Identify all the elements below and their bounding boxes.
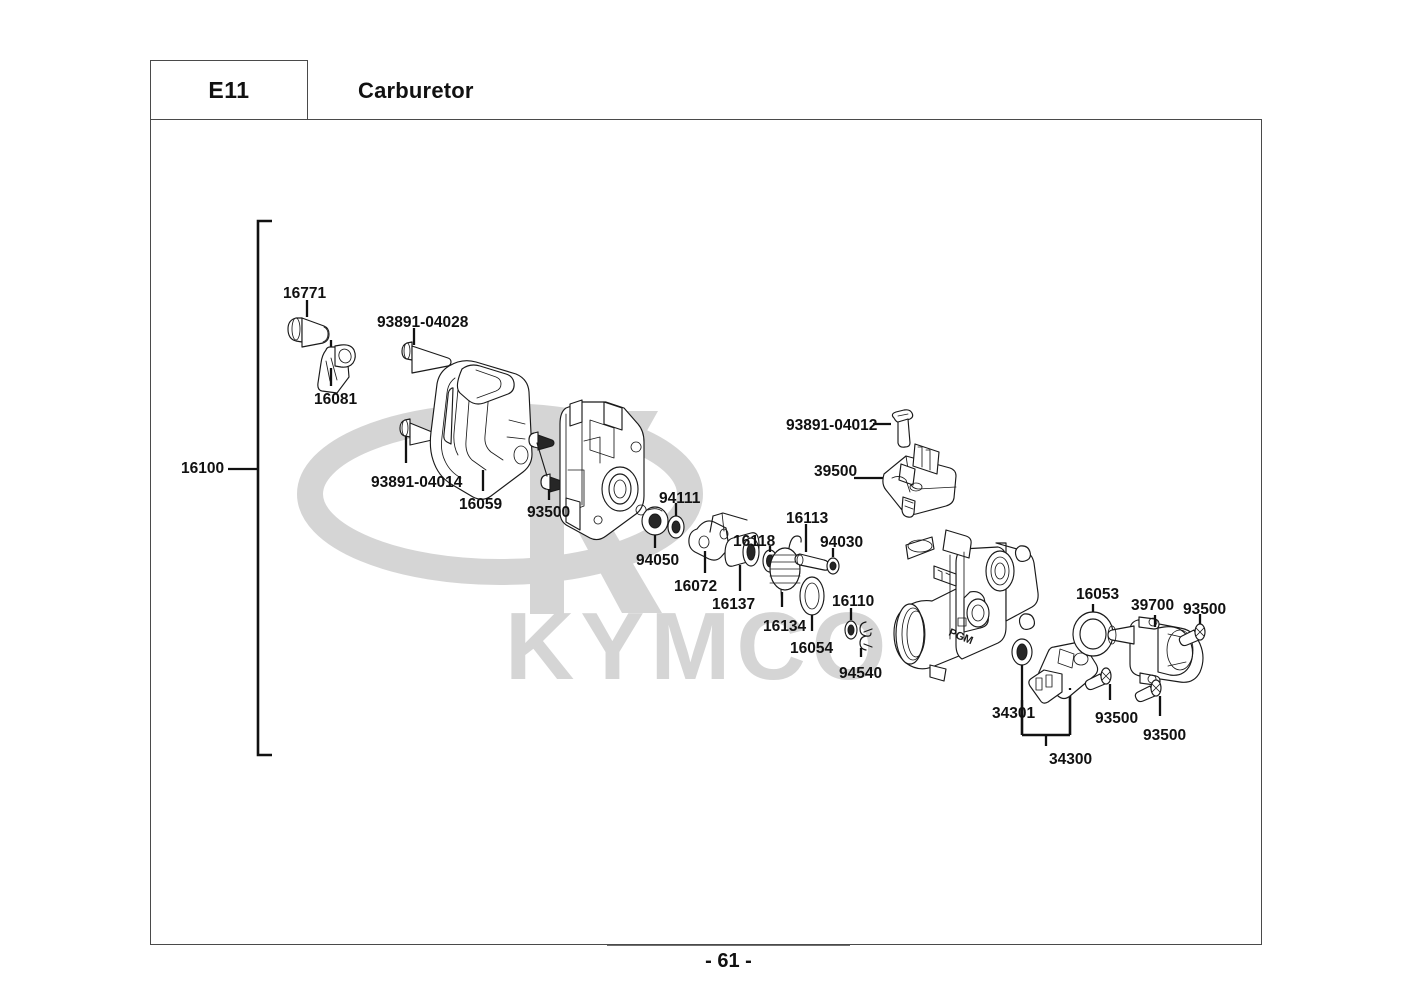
callout-93891-04028: 93891-04028 (377, 314, 469, 331)
part-16137 (724, 532, 760, 591)
callout-16113: 16113 (786, 510, 829, 527)
part-34301 (1011, 638, 1033, 700)
callout-94030: 94030 (820, 534, 864, 551)
callout-93500-b: 93500 (1183, 601, 1227, 618)
part-94111 (667, 503, 685, 539)
callout-16059: 16059 (459, 496, 503, 513)
callout-94050: 94050 (636, 552, 680, 569)
part-34300-body (1028, 642, 1099, 704)
part-16110 (844, 608, 858, 640)
callout-39700: 39700 (1131, 597, 1175, 614)
part-39700 (1107, 615, 1204, 686)
callout-16053: 16053 (1076, 586, 1120, 603)
section-code-box: E11 (150, 60, 308, 120)
part-93891-04014 (399, 418, 436, 463)
part-94540 (859, 621, 873, 657)
callout-16081: 16081 (314, 391, 358, 408)
callout-93500-c: 93500 (1095, 710, 1139, 727)
callout-39500: 39500 (814, 463, 858, 480)
part-16053 (1072, 604, 1114, 657)
part-16134 (769, 535, 802, 607)
callout-34300: 34300 (1049, 751, 1093, 768)
callout-16771: 16771 (283, 285, 327, 302)
part-93891-04012 (873, 409, 914, 448)
callout-16054: 16054 (790, 640, 834, 657)
throttle-body: PGM (893, 529, 1039, 682)
part-93500-d (1134, 679, 1162, 716)
carburetor-body (559, 399, 647, 541)
callout-94111: 94111 (659, 490, 701, 507)
sub-bracket-34300 (1020, 690, 1072, 746)
part-16054 (799, 576, 825, 631)
page-number: - 61 - (705, 950, 752, 972)
callout-93500-left: 93500 (527, 504, 571, 521)
callout-16137: 16137 (712, 596, 756, 613)
section-code: E11 (208, 76, 250, 103)
part-93891-04028 (401, 328, 452, 374)
part-94050 (641, 506, 669, 548)
callout-94540: 94540 (839, 665, 883, 682)
part-94030 (826, 548, 840, 575)
callout-16072: 16072 (674, 578, 718, 595)
callout-16100: 16100 (181, 460, 225, 477)
footer-rule (607, 945, 850, 946)
callout-34301: 34301 (992, 705, 1036, 722)
page-title: Carburetor (358, 78, 474, 103)
part-39500 (854, 443, 957, 518)
callout-16134: 16134 (763, 618, 807, 635)
callout-93891-04014: 93891-04014 (371, 474, 463, 491)
part-93500-c (1084, 667, 1112, 700)
part-16771 (287, 300, 330, 348)
assembly-bracket-16100 (228, 219, 272, 757)
diagram-frame (150, 119, 1262, 945)
callout-16110: 16110 (832, 593, 875, 610)
callout-93500-d: 93500 (1143, 727, 1187, 744)
part-16081 (317, 340, 356, 394)
callout-16118: 16118 (733, 533, 776, 550)
part-93500-b (1178, 614, 1206, 647)
callout-93891-04012: 93891-04012 (786, 417, 878, 434)
